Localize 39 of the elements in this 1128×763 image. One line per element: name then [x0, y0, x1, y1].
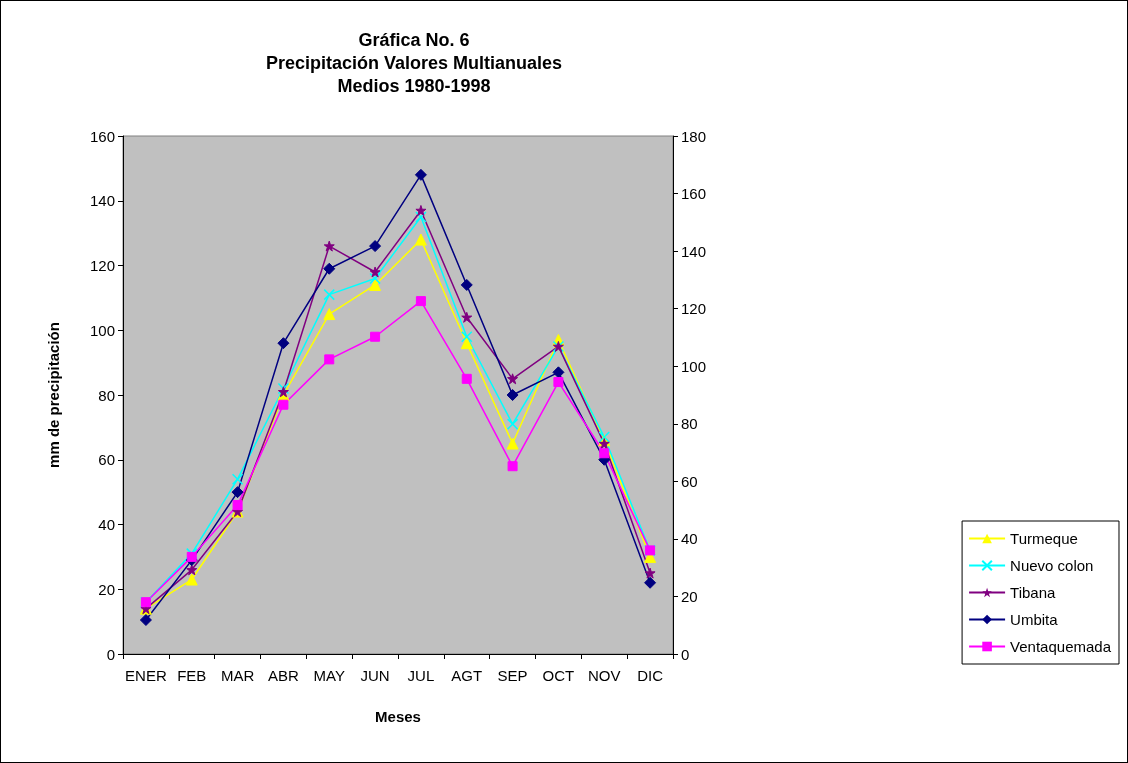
x-tick-label: MAY [313, 667, 345, 684]
y2-tick-label: 0 [681, 645, 690, 663]
legend-label: Ventaquemada [1010, 638, 1112, 655]
x-tick-label: DIC [637, 667, 664, 684]
y-axis-title: mm de precipitación [45, 322, 62, 468]
x-tick-label: OCT [542, 667, 575, 684]
x-tick-label: ABR [267, 667, 299, 684]
y-tick-label: 80 [98, 386, 115, 404]
x-tick-label: SEP [497, 667, 528, 684]
y-tick-label: 160 [89, 127, 115, 145]
y-tick-label: 20 [98, 580, 115, 598]
x-tick-label: FEB [177, 667, 207, 684]
y-tick-label: 120 [89, 257, 115, 274]
y-tick-label: 60 [98, 451, 115, 469]
legend-label: Umbita [1010, 611, 1059, 628]
y2-tick-label: 140 [681, 242, 707, 260]
x-tick-label: NOV [587, 667, 621, 684]
y-tick-label: 100 [89, 321, 115, 339]
y2-tick-label: 120 [681, 300, 707, 318]
y-tick-label: 140 [89, 192, 115, 210]
legend-label: Nuevo colon [1010, 557, 1094, 574]
legend-label: Tibana [1010, 584, 1057, 601]
y-tick-label: 0 [106, 645, 115, 663]
y2-tick-label: 40 [681, 530, 698, 548]
x-axis-title: Meses [375, 708, 421, 725]
y2-tick-label: 180 [681, 127, 707, 145]
y2-tick-label: 80 [681, 415, 698, 433]
x-tick-label: AGT [451, 667, 483, 684]
chart-title: Gráfica No. 6 Precipitación Valores Multianuales Medios 1980-1998 [265, 29, 563, 96]
y2-tick-label: 60 [681, 472, 698, 490]
x-tick-label: ENER [125, 667, 167, 684]
y2-tick-label: 160 [681, 185, 707, 203]
x-tick-label: MAR [220, 667, 255, 684]
x-tick-label: JUL [407, 667, 435, 684]
y-tick-label: 40 [98, 516, 115, 533]
x-tick-label: JUN [360, 667, 390, 684]
legend-label: Turmeque [1010, 530, 1078, 547]
y2-tick-label: 100 [681, 357, 707, 375]
y2-tick-label: 20 [681, 587, 698, 605]
